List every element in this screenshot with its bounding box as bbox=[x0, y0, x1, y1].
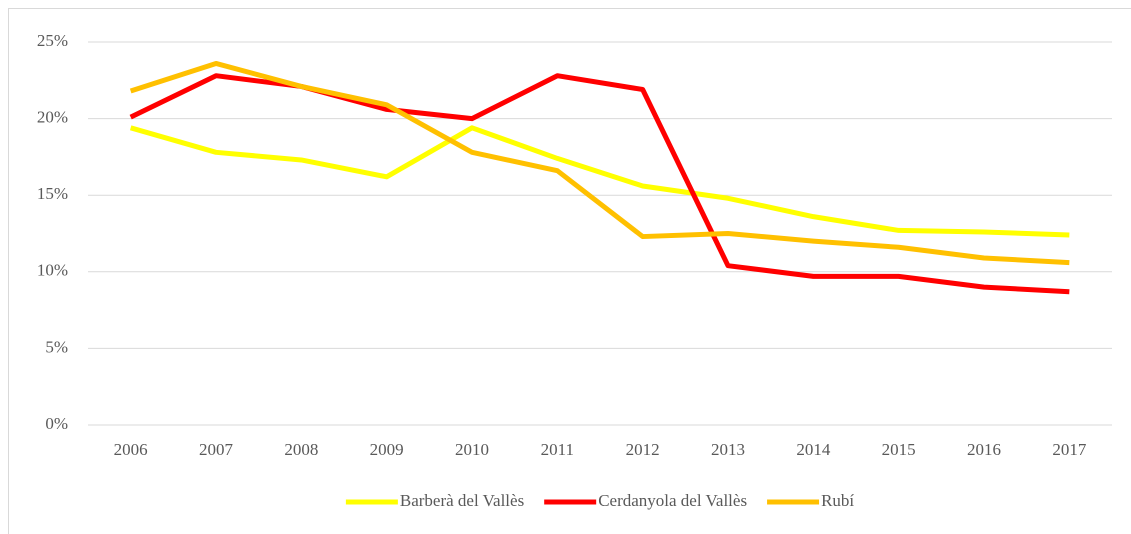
x-tick-label: 2017 bbox=[1052, 440, 1087, 459]
x-tick-label: 2010 bbox=[455, 440, 489, 459]
legend-label: Barberà del Vallès bbox=[400, 491, 524, 510]
series-line bbox=[129, 60, 1070, 266]
x-tick-label: 2012 bbox=[626, 440, 660, 459]
y-tick-label: 25% bbox=[37, 31, 68, 50]
x-tick-label: 2013 bbox=[711, 440, 745, 459]
y-tick-label: 15% bbox=[37, 184, 68, 203]
x-tick-label: 2015 bbox=[882, 440, 916, 459]
y-tick-label: 10% bbox=[37, 261, 68, 280]
legend-label: Rubí bbox=[821, 491, 854, 510]
x-tick-label: 2006 bbox=[114, 440, 148, 459]
y-tick-label: 5% bbox=[45, 337, 68, 356]
x-tick-label: 2011 bbox=[541, 440, 574, 459]
x-tick-label: 2014 bbox=[796, 440, 831, 459]
series-line bbox=[129, 125, 1070, 238]
x-tick-label: 2007 bbox=[199, 440, 234, 459]
series-line bbox=[129, 73, 1070, 295]
legend-label: Cerdanyola del Vallès bbox=[598, 491, 747, 510]
y-tick-label: 0% bbox=[45, 414, 68, 433]
y-tick-label: 20% bbox=[37, 108, 68, 127]
chart-border bbox=[8, 8, 1131, 534]
x-tick-label: 2008 bbox=[284, 440, 318, 459]
x-tick-label: 2009 bbox=[370, 440, 404, 459]
x-tick-label: 2016 bbox=[967, 440, 1001, 459]
